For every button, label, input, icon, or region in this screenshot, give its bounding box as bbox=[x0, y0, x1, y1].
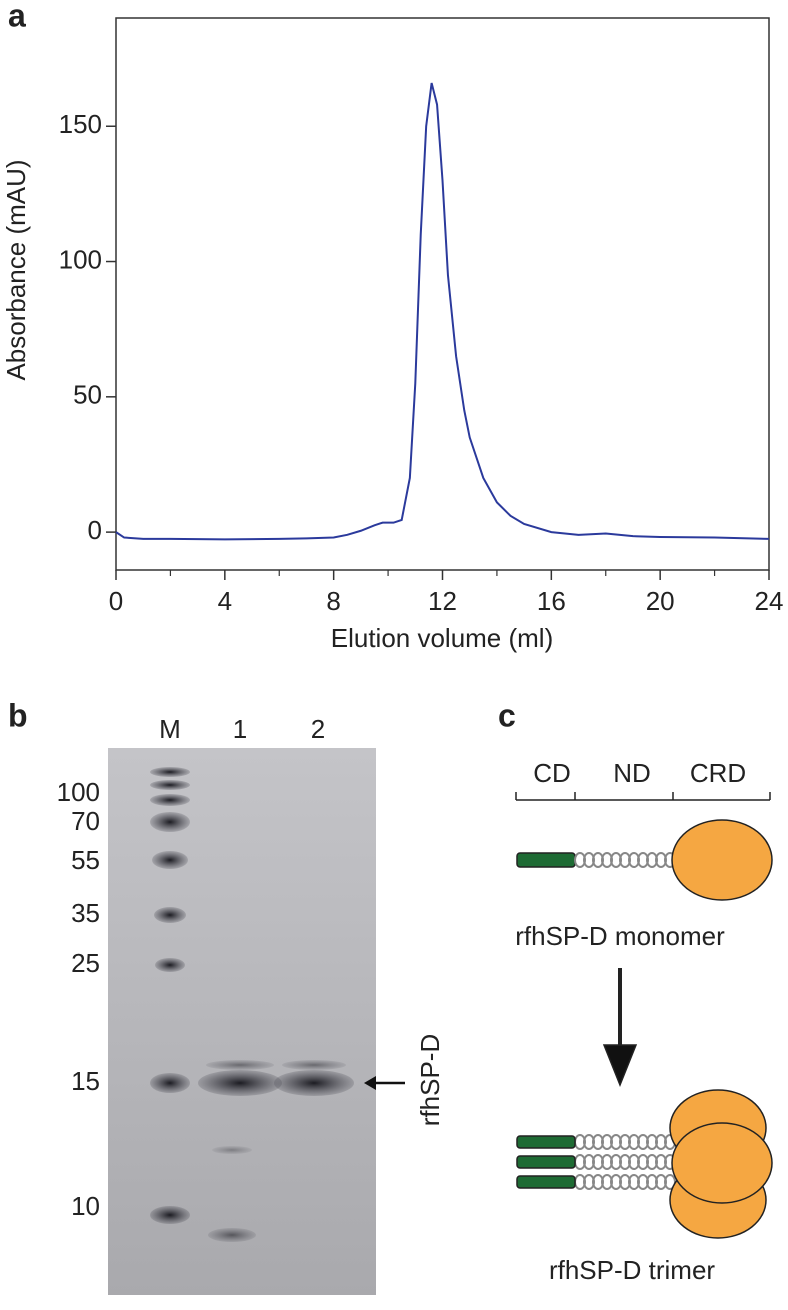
y-tick-label: 0 bbox=[88, 515, 102, 545]
x-tick-label: 20 bbox=[646, 586, 675, 616]
diagram bbox=[515, 792, 773, 1239]
x-tick-label: 8 bbox=[326, 586, 340, 616]
marker-label: 10 bbox=[71, 1191, 100, 1221]
marker-label: 25 bbox=[71, 948, 100, 978]
y-tick-label: 100 bbox=[59, 244, 102, 274]
x-tick-label: 12 bbox=[428, 586, 457, 616]
panel-label: a bbox=[8, 0, 26, 33]
marker-label: 100 bbox=[57, 777, 100, 807]
x-axis-title: Elution volume (ml) bbox=[331, 623, 554, 653]
arrowhead bbox=[364, 1076, 376, 1090]
x-tick-label: 16 bbox=[537, 586, 566, 616]
y-axis-title: Absorbance (mAU) bbox=[1, 159, 31, 380]
panel-label: c bbox=[498, 697, 516, 733]
x-tick-label: 0 bbox=[109, 586, 123, 616]
marker-label: 55 bbox=[71, 845, 100, 875]
domain-label: CD bbox=[533, 758, 571, 788]
lane-label: M bbox=[159, 714, 181, 744]
marker-label: 15 bbox=[71, 1066, 100, 1096]
lane-label: 2 bbox=[311, 714, 325, 744]
marker-label: 70 bbox=[71, 806, 100, 836]
monomer-label: rfhSP-D monomer bbox=[515, 921, 725, 951]
marker-label: 35 bbox=[71, 898, 100, 928]
y-tick-label: 150 bbox=[59, 109, 102, 139]
trimer-label: rfhSP-D trimer bbox=[549, 1255, 715, 1285]
y-tick-label: 50 bbox=[73, 380, 102, 410]
plot-frame bbox=[115, 17, 770, 571]
x-tick-label: 24 bbox=[755, 586, 784, 616]
panel-label: b bbox=[8, 697, 28, 733]
domain-label: ND bbox=[613, 758, 651, 788]
band-label: rfhSP-D bbox=[415, 1034, 445, 1126]
x-tick-label: 4 bbox=[218, 586, 232, 616]
data-line bbox=[115, 82, 770, 541]
gel bbox=[108, 748, 376, 1295]
lane-label: 1 bbox=[233, 714, 247, 744]
domain-label: CRD bbox=[690, 758, 746, 788]
